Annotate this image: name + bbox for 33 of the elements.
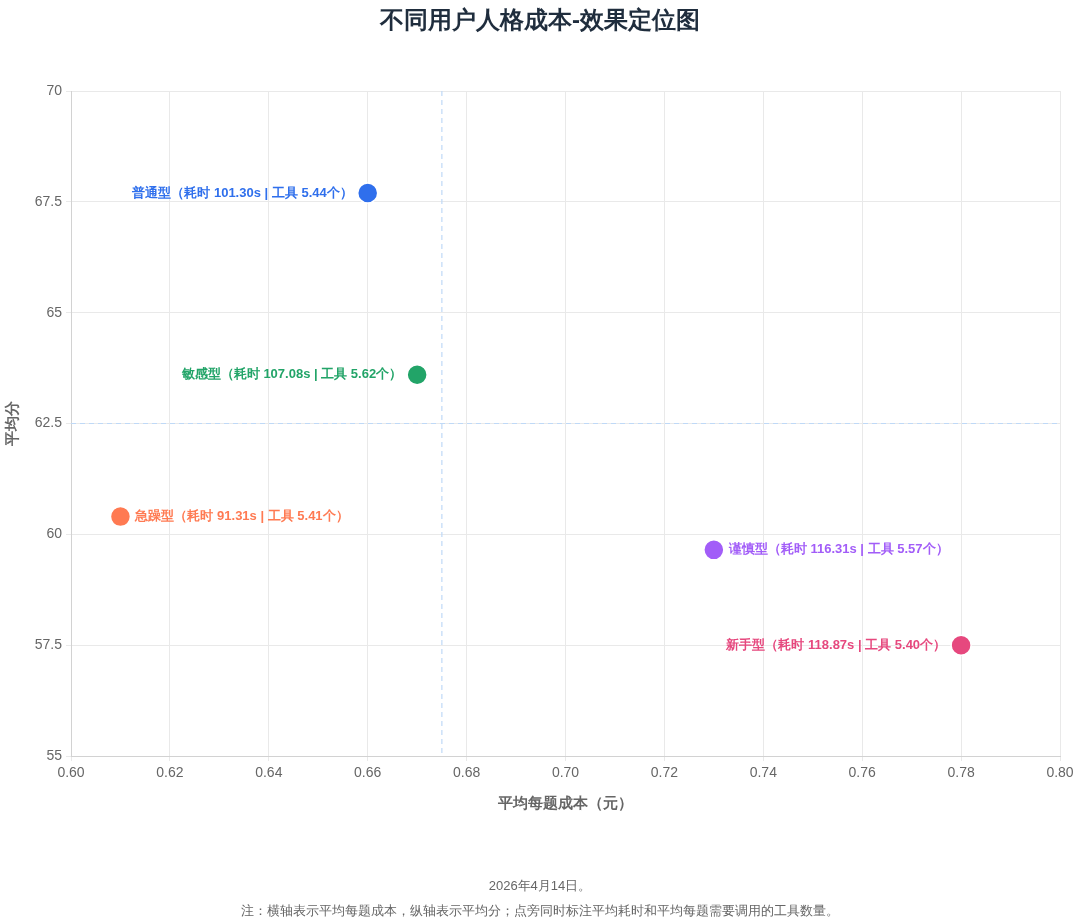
point xyxy=(950,634,972,656)
y-tick-label: 57.5 xyxy=(34,636,63,653)
x-axis-title: 平均每题成本（元） xyxy=(497,794,633,812)
x-tick-label: 0.68 xyxy=(452,764,481,781)
x-tick-label: 0.72 xyxy=(650,764,679,781)
data-label: 普通型（耗时 101.30s | 工具 5.44个） xyxy=(131,184,353,200)
y-tick-label: 67.5 xyxy=(34,192,63,209)
data-label: 敏感型（耗时 107.08s | 工具 5.62个） xyxy=(180,366,403,382)
y-tick-label: 65 xyxy=(46,303,63,320)
point xyxy=(356,182,379,204)
x-tick-label: 0.64 xyxy=(255,764,283,781)
x-tick-label: 0.78 xyxy=(947,764,975,781)
y-tick-label: 62.5 xyxy=(34,414,63,431)
point xyxy=(703,539,725,561)
y-tick-label: 55 xyxy=(46,746,63,763)
data-label: 急躁型（耗时 91.31s | 工具 5.41个） xyxy=(134,508,349,524)
y-tick-label: 70 xyxy=(46,81,63,98)
point xyxy=(109,505,132,528)
x-tick-label: 0.80 xyxy=(1046,764,1074,781)
text: 2026年4月14日。 xyxy=(487,877,593,895)
x-tick-label: 0.62 xyxy=(156,764,184,781)
data-label: 新手型（耗时 118.87s | 工具 5.40个） xyxy=(725,636,947,652)
x-tick-label: 0.76 xyxy=(848,764,877,781)
x-tick-label: 0.60 xyxy=(57,764,85,781)
x-tick-label: 0.74 xyxy=(749,764,778,781)
data-label: 谨慎型（耗时 116.31s | 工具 5.57个） xyxy=(727,541,949,557)
y-axis-title: 平均分 xyxy=(3,400,21,447)
point xyxy=(406,363,428,386)
y-tick-label: 60 xyxy=(46,525,63,542)
chart-title: 不同用户人格成本-效果定位图 xyxy=(378,5,701,35)
text: 注：横轴表示平均每题成本，纵轴表示平均分；点旁同时标注平均耗时和平均每题需要调用的工具数量。 xyxy=(240,902,840,920)
x-tick-label: 0.70 xyxy=(551,764,580,781)
x-tick-label: 0.66 xyxy=(354,764,382,781)
